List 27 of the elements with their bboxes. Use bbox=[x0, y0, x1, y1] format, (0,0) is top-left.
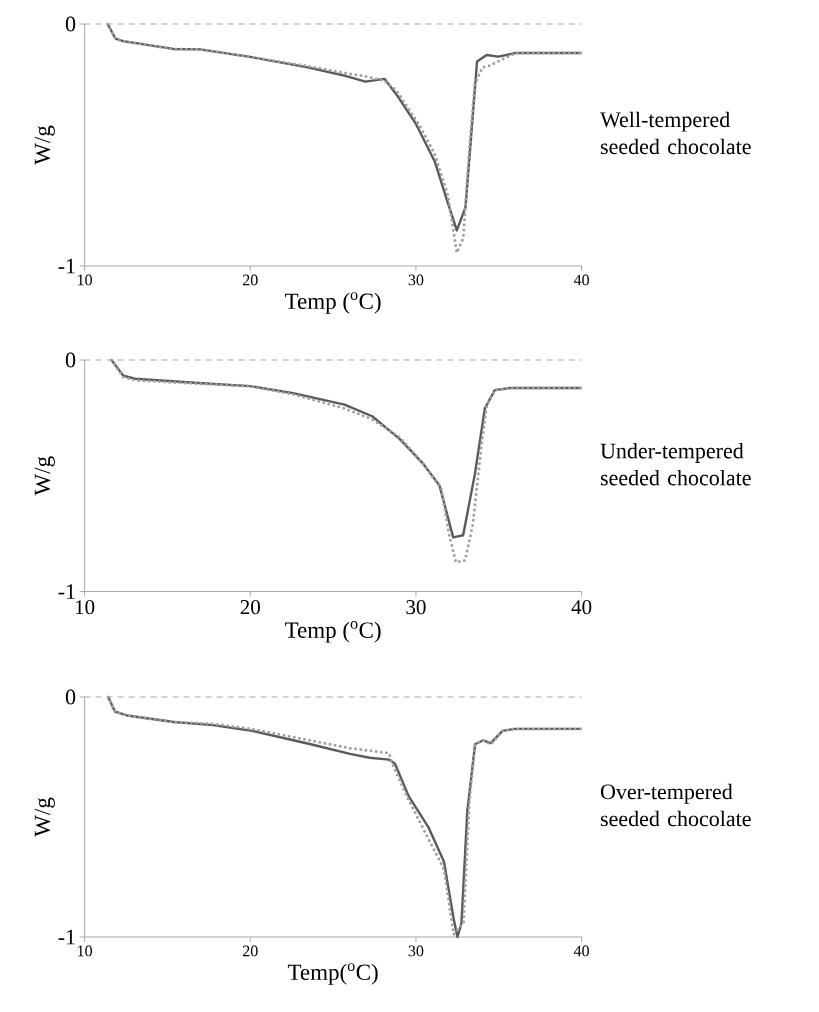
x-tick-label: 40 bbox=[573, 945, 589, 957]
x-tick-label: 30 bbox=[408, 945, 424, 957]
x-tick-label: 30 bbox=[406, 600, 426, 615]
x-tick-label: 20 bbox=[240, 600, 260, 615]
y-tick-label: 0 bbox=[65, 16, 76, 32]
y-axis-title: W/g bbox=[34, 456, 55, 496]
x-tick-label: 20 bbox=[242, 274, 258, 286]
y-tick-label: -1 bbox=[58, 929, 75, 945]
x-tick-label: 40 bbox=[573, 274, 589, 286]
y-tick-label: -1 bbox=[58, 258, 75, 274]
y-axis-title: W/g bbox=[34, 797, 55, 837]
text: Well-tempered seeded chocolate bbox=[600, 111, 751, 155]
x-tick-label: 10 bbox=[78, 945, 92, 957]
x-axis-title: Temp ($^{o}$C) bbox=[285, 621, 381, 643]
x-tick-label: 20 bbox=[242, 945, 258, 957]
x-axis-title: Temp($^{o}$C) bbox=[287, 963, 378, 985]
y-tick-label: -1 bbox=[58, 584, 75, 599]
x-axis-title: Temp ($^{o}$C) bbox=[285, 292, 381, 314]
x-tick-label: 10 bbox=[78, 274, 92, 286]
y-axis-title: W/g bbox=[34, 125, 55, 165]
x-tick-label: 30 bbox=[408, 274, 424, 286]
y-tick-label: 0 bbox=[65, 352, 76, 368]
text: Over-tempered seeded chocolate bbox=[600, 783, 751, 827]
text: Under-tempered seeded chocolate bbox=[600, 442, 751, 486]
y-tick-label: 0 bbox=[65, 689, 76, 705]
x-tick-label: 10 bbox=[75, 600, 95, 615]
x-tick-label: 40 bbox=[571, 600, 592, 615]
